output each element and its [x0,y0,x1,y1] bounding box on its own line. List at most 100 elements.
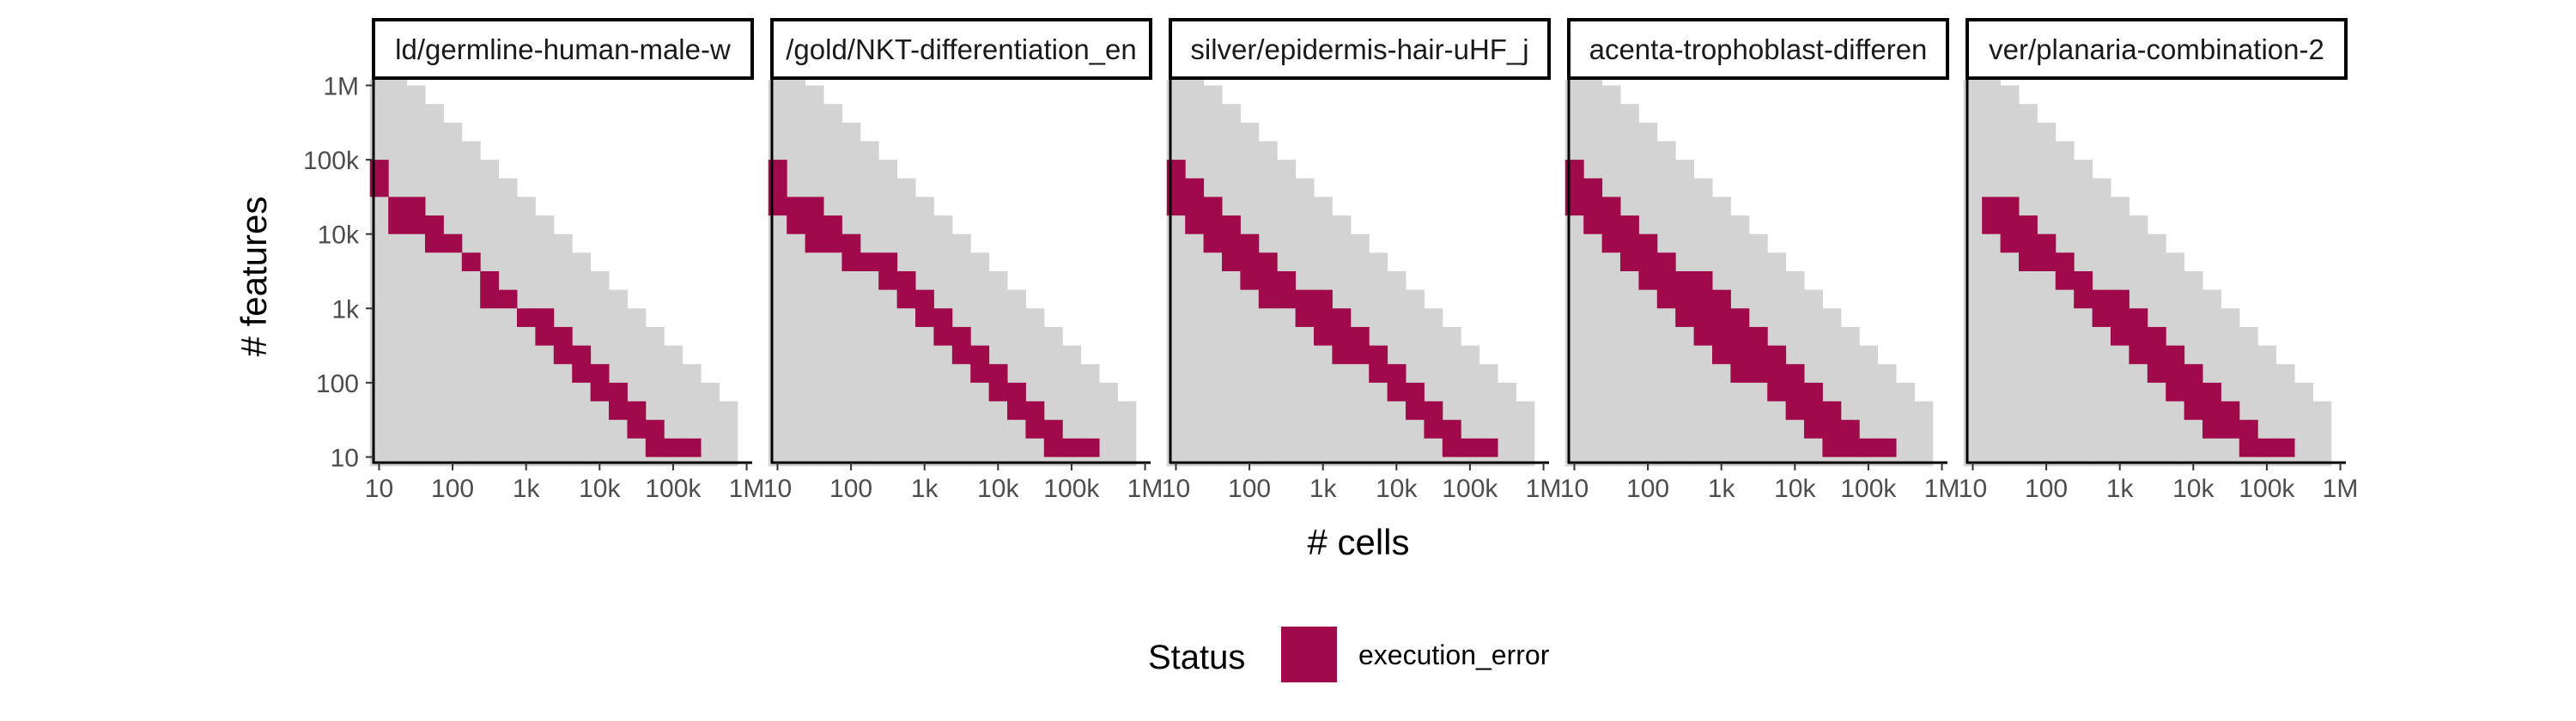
x-tick-label: 1k [2106,475,2135,503]
x-tick-label: 100 [1228,475,1271,503]
facet-strip-label: ld/germline-human-male-w [395,33,731,65]
error-cell [590,364,610,402]
facet-strip-label: ver/planaria-combination-2 [1989,33,2324,65]
background-cell [841,122,861,467]
x-tick-label: 1M [1127,475,1163,503]
x-tick-label: 1k [1309,475,1338,503]
background-cell [1203,85,1223,467]
error-cell [1240,233,1260,290]
error-cell [970,345,990,383]
x-tick-label: 1M [1526,475,1562,503]
y-tick-label: 1k [331,295,360,324]
background-cell [2257,345,2277,467]
x-tick-label: 10k [2172,475,2215,503]
error-cell [1712,289,1731,365]
facet-panel: 10 100 1k 10k 100k 1M ver/planaria-combination… [1959,18,2359,503]
background-cell [1099,382,1118,467]
error-cell [1656,252,1676,309]
facet-panels: 10 100 1k 10k 100k 1M ld/germline-human-male-w… [365,18,2359,503]
error-cell [2147,326,2166,383]
background-cell [1498,382,1516,467]
legend-title: Status [1148,639,1245,676]
error-cell [823,215,842,253]
background-cell [701,382,720,467]
y-tick-label: 10 [331,444,359,472]
background-cell [1982,80,2002,467]
background-cell [787,80,806,467]
facet-strip-label: acenta-trophoblast-differen [1589,33,1928,65]
error-cell [1221,215,1241,271]
error-cell [517,308,536,327]
background-cell [1424,308,1443,467]
error-cell [1859,438,1879,457]
x-tick-label: 1M [1924,475,1960,503]
error-cell [572,345,592,383]
background-cell [896,178,916,467]
background-cell [1277,160,1297,467]
facet-strip [770,18,1152,80]
error-cell [1675,270,1695,327]
x-tick-label: 10 [365,475,393,503]
x-tick-label: 10k [977,475,1019,503]
error-cell [1822,401,1842,457]
error-cell [1043,420,1063,457]
error-cell [1877,438,1897,457]
error-cell [388,197,408,234]
background-cell [1025,308,1045,467]
background-cell [2018,104,2038,467]
facet-strip-label: /gold/NKT-differentiation_en [786,33,1137,65]
x-tick-label: 10 [1959,475,1987,503]
legend-key [1281,627,1337,682]
background-cell [2312,401,2332,467]
x-tick-label: 100 [2025,475,2068,503]
error-cell [1185,178,1205,234]
x-tick-label: 10 [1162,475,1190,503]
background-cell [1601,85,1621,467]
background-cell [719,401,738,467]
error-cell [443,233,463,253]
error-cell [1442,420,1461,457]
facet-strip [1567,18,1949,80]
background-cell [388,80,408,467]
error-cell [609,382,628,421]
background-cell [1062,345,1082,467]
legend: Status execution_error [1148,627,1550,682]
background-cell [498,178,518,467]
error-cell [2092,289,2111,327]
x-tick-label: 1k [513,475,541,503]
error-cell [1785,364,1805,421]
x-tick-label: 100 [829,475,872,503]
error-cell [860,252,879,271]
error-cell [1840,420,1860,457]
error-cell [1258,252,1278,309]
error-cell [933,308,953,346]
error-cell [2275,438,2295,457]
background-cell [1461,345,1480,467]
x-tick-label: 100k [1043,475,1100,503]
background-cell [823,104,842,467]
background-cell [805,85,824,467]
facet-strip [1169,18,1551,80]
background-cell [1896,382,1915,467]
background-cell [1221,104,1241,467]
facet-strip [1965,18,2348,80]
background-cell [406,85,426,467]
error-cell [1314,289,1333,346]
error-cell [1025,401,1045,439]
error-cell [1601,197,1621,253]
error-cell [2221,401,2240,439]
error-cell [805,197,824,253]
y-axis-title: # features [234,197,274,357]
background-cell [1516,401,1535,467]
error-cell [1982,197,2002,234]
facet-panel: 10 100 1k 10k 100k 1M ld/germline-human-male-w [365,18,764,503]
error-cell [1203,197,1223,253]
error-cell [1277,270,1297,309]
x-tick-label: 1M [2323,475,2359,503]
x-tick-label: 10k [1376,475,1418,503]
error-cell [988,364,1008,402]
error-cell [1638,233,1658,290]
background-cell [627,308,647,467]
error-cell [1730,308,1750,383]
error-cell [1332,308,1352,365]
